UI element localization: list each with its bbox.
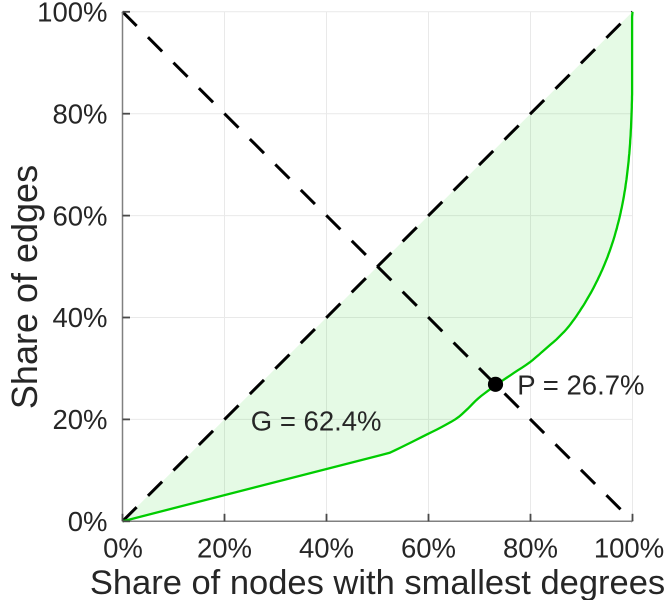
- svg-text:80%: 80%: [52, 98, 107, 129]
- svg-text:20%: 20%: [52, 404, 107, 435]
- svg-text:100%: 100%: [37, 0, 107, 28]
- svg-text:G = 62.4%: G = 62.4%: [251, 405, 382, 436]
- svg-text:0%: 0%: [68, 506, 108, 537]
- svg-text:20%: 20%: [197, 533, 252, 564]
- svg-text:Share of edges: Share of edges: [4, 165, 45, 409]
- svg-text:P = 26.7%: P = 26.7%: [517, 369, 644, 400]
- svg-text:0%: 0%: [103, 533, 143, 564]
- svg-text:40%: 40%: [299, 533, 354, 564]
- svg-text:Share of nodes with smallest d: Share of nodes with smallest degrees: [90, 564, 665, 600]
- svg-text:80%: 80%: [503, 533, 558, 564]
- svg-text:60%: 60%: [401, 533, 456, 564]
- svg-text:40%: 40%: [52, 302, 107, 333]
- svg-text:60%: 60%: [52, 200, 107, 231]
- svg-text:100%: 100%: [594, 533, 664, 564]
